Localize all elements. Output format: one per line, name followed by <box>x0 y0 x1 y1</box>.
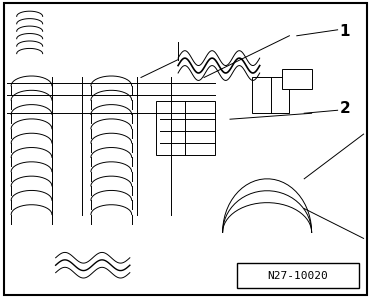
Bar <box>156 101 215 155</box>
Text: N27-10020: N27-10020 <box>267 271 328 281</box>
Bar <box>237 263 359 288</box>
Bar <box>252 77 289 113</box>
Bar <box>282 69 312 89</box>
Text: 1: 1 <box>340 24 350 39</box>
Text: 2: 2 <box>340 101 350 116</box>
